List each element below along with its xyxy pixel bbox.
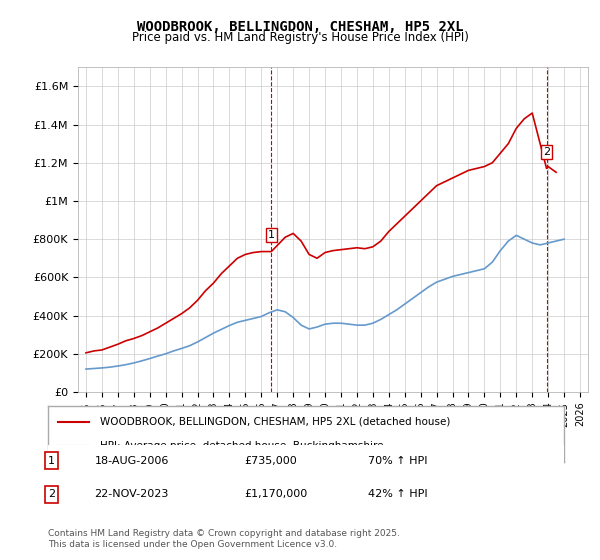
Text: 22-NOV-2023: 22-NOV-2023 — [94, 489, 169, 499]
Text: Price paid vs. HM Land Registry's House Price Index (HPI): Price paid vs. HM Land Registry's House … — [131, 31, 469, 44]
Text: WOODBROOK, BELLINGDON, CHESHAM, HP5 2XL: WOODBROOK, BELLINGDON, CHESHAM, HP5 2XL — [137, 20, 463, 34]
Text: £735,000: £735,000 — [244, 456, 297, 465]
Text: 1: 1 — [48, 456, 55, 465]
Text: 70% ↑ HPI: 70% ↑ HPI — [368, 456, 427, 465]
Text: 2: 2 — [543, 147, 550, 157]
Text: 1: 1 — [268, 230, 275, 240]
Text: 18-AUG-2006: 18-AUG-2006 — [94, 456, 169, 465]
Text: WOODBROOK, BELLINGDON, CHESHAM, HP5 2XL (detached house): WOODBROOK, BELLINGDON, CHESHAM, HP5 2XL … — [100, 417, 450, 427]
Text: HPI: Average price, detached house, Buckinghamshire: HPI: Average price, detached house, Buck… — [100, 441, 383, 451]
Text: 42% ↑ HPI: 42% ↑ HPI — [368, 489, 428, 499]
Text: Contains HM Land Registry data © Crown copyright and database right 2025.
This d: Contains HM Land Registry data © Crown c… — [48, 529, 400, 549]
Text: 2: 2 — [48, 489, 55, 499]
Text: £1,170,000: £1,170,000 — [244, 489, 307, 499]
